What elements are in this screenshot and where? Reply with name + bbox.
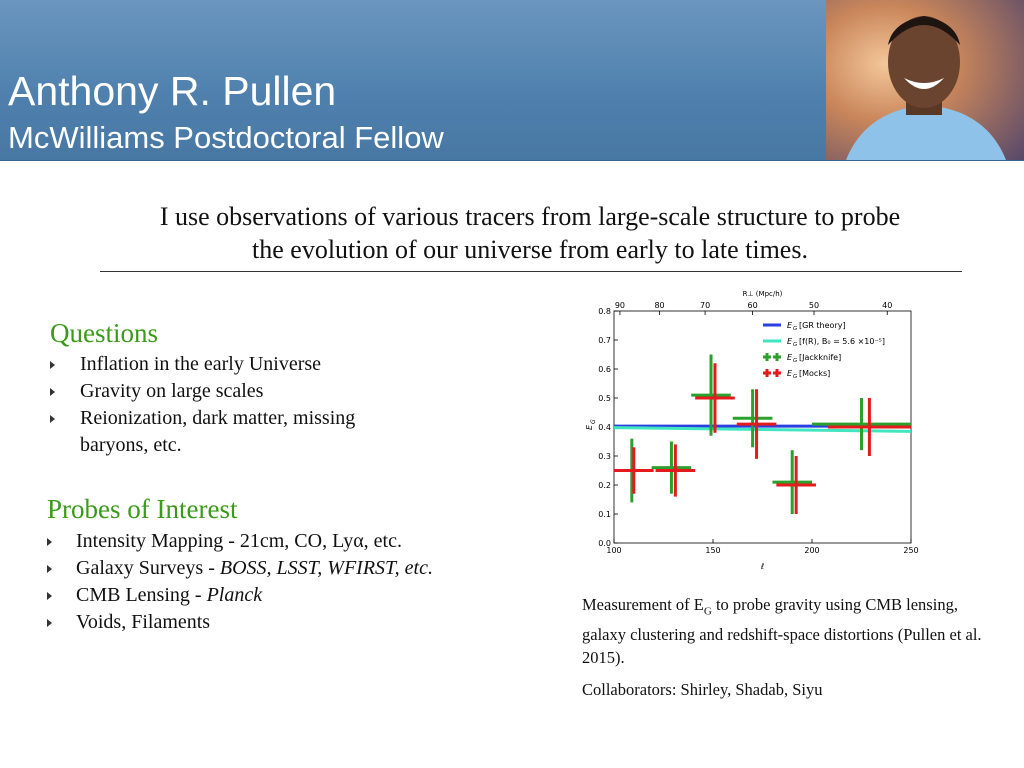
x2-tick-label: 70 — [700, 301, 710, 310]
legend-symbol-sub: G — [793, 374, 797, 380]
probe-text: Intensity Mapping - 21cm, CO, Lyα, etc. — [76, 528, 402, 555]
bullet — [47, 564, 52, 573]
speaker-position: McWilliams Postdoctoral Fellow — [8, 120, 444, 155]
collaborators: Collaborators: Shirley, Shadab, Siyu — [582, 680, 823, 699]
legend-symbol: E — [787, 353, 793, 362]
probe-text-part: CMB Lensing - — [76, 584, 207, 606]
legend-symbol-sub: G — [793, 326, 797, 332]
y-axis-label-sub: G — [590, 419, 597, 424]
x2-tick-label: 50 — [809, 301, 819, 310]
bullet — [50, 387, 55, 396]
probe-text: Voids, Filaments — [76, 609, 210, 636]
caption-subscript: G — [703, 605, 712, 618]
y-tick-label: 0.6 — [598, 365, 611, 374]
x-axis-label: ℓ — [760, 562, 764, 571]
y-tick-label: 0.0 — [598, 539, 611, 548]
y-axis-label: E — [585, 424, 594, 430]
legend-label: [f(R), B₀ = 5.6 ×10⁻⁵] — [799, 337, 885, 346]
x-tick-label: 200 — [804, 546, 819, 555]
y-tick-label: 0.1 — [598, 510, 611, 519]
probe-text: CMB Lensing - Planck — [76, 582, 262, 609]
y-tick-label: 0.3 — [598, 452, 611, 461]
intro: I use observations of various tracers fr… — [60, 200, 1000, 266]
bullet — [50, 360, 55, 369]
x2-tick-label: 40 — [882, 301, 892, 310]
section-title: Probes of Interest — [47, 494, 238, 524]
legend-symbol: E — [787, 321, 793, 330]
divider — [100, 271, 962, 272]
question-text: Inflation in the early Universe — [80, 353, 322, 375]
bullet — [47, 618, 52, 627]
probe-text-part: Planck — [206, 584, 263, 606]
legend-symbol-sub: G — [793, 358, 797, 364]
y-tick-label: 0.5 — [598, 394, 611, 403]
legend-symbol-sub: G — [793, 342, 797, 348]
x2-tick-label: 90 — [615, 301, 625, 310]
figure-caption: Measurement of EG to probe gravity using… — [582, 593, 982, 669]
y-tick-label: 0.2 — [598, 481, 611, 490]
question-text: Gravity on large scales — [80, 380, 264, 402]
legend-label: [GR theory] — [799, 321, 846, 330]
x2-axis-label: R⊥ (Mpc/h) — [743, 290, 783, 298]
bullet — [47, 537, 52, 546]
bullet — [47, 591, 52, 600]
x-tick-label: 150 — [705, 546, 720, 555]
caption-text: to probe gravity using CMB lensing, gala… — [582, 595, 982, 668]
x-tick-label: 250 — [903, 546, 918, 555]
intro-line: the evolution of our universe from early… — [252, 235, 808, 264]
probe-text: Galaxy Surveys - BOSS, LSST, WFIRST, etc… — [76, 555, 433, 582]
x2-tick-label: 80 — [654, 301, 664, 310]
y-tick-label: 0.7 — [598, 336, 611, 345]
chart: 0.0 0.1 0.2 0.3 0.4 0.5 0.6 0.7 0.8 100 150 200 250 9… — [585, 290, 919, 571]
x-tick-label: 100 — [606, 546, 621, 555]
y-tick-label: 0.8 — [598, 307, 611, 316]
question-text: Reionization, dark matter, missing baryo… — [80, 407, 356, 456]
intro-line: I use observations of various tracers fr… — [159, 202, 901, 231]
legend-label: [Mocks] — [799, 369, 830, 378]
portrait-photo — [826, 0, 1024, 160]
speaker-name: Anthony R. Pullen — [8, 68, 337, 114]
legend-label: [Jackknife] — [799, 353, 841, 362]
legend-symbol: E — [787, 369, 793, 378]
x2-tick-label: 60 — [748, 301, 758, 310]
bullet — [50, 414, 55, 423]
legend-symbol: E — [787, 337, 793, 346]
probe-text-part: Intensity Mapping - 21cm, CO, Lyα, etc. — [76, 530, 402, 552]
caption-text: Measurement of E — [582, 595, 704, 614]
probe-text-part: Galaxy Surveys - — [76, 557, 220, 579]
probe-text-part: BOSS, LSST, WFIRST, etc. — [219, 557, 433, 579]
y-tick-label: 0.4 — [598, 423, 611, 432]
probe-text-part: Voids, Filaments — [76, 611, 211, 633]
section-title: Questions — [50, 318, 158, 348]
